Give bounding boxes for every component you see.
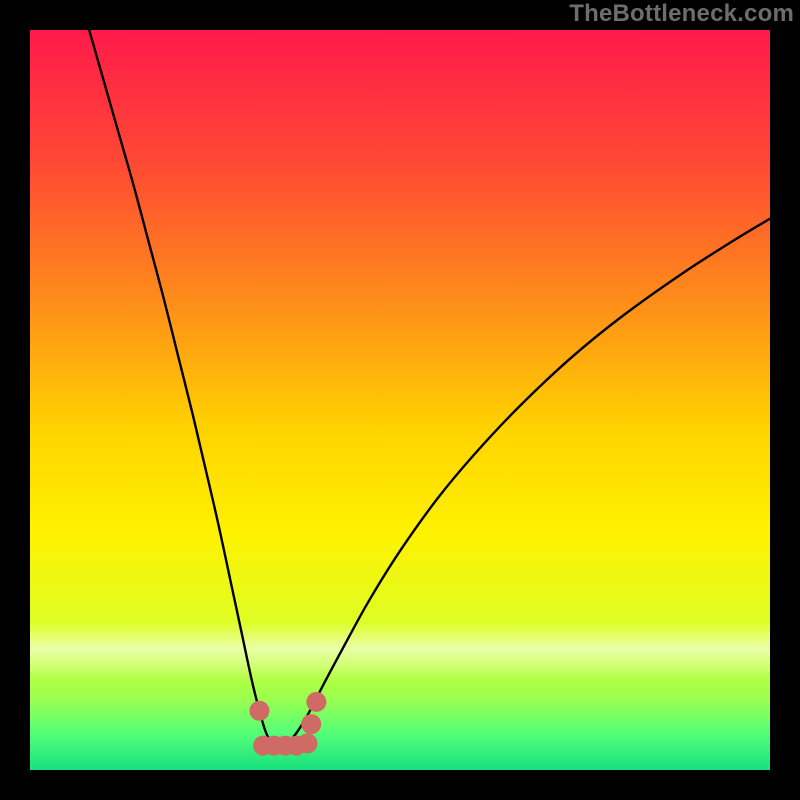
marker-dot — [249, 701, 269, 721]
chart-stage: TheBottleneck.com — [0, 0, 800, 800]
pale-band — [30, 622, 770, 681]
marker-dot — [301, 714, 321, 734]
marker-dot — [306, 692, 326, 712]
bottleneck-chart — [0, 0, 800, 800]
watermark-text: TheBottleneck.com — [569, 0, 794, 28]
marker-dot — [298, 733, 318, 753]
